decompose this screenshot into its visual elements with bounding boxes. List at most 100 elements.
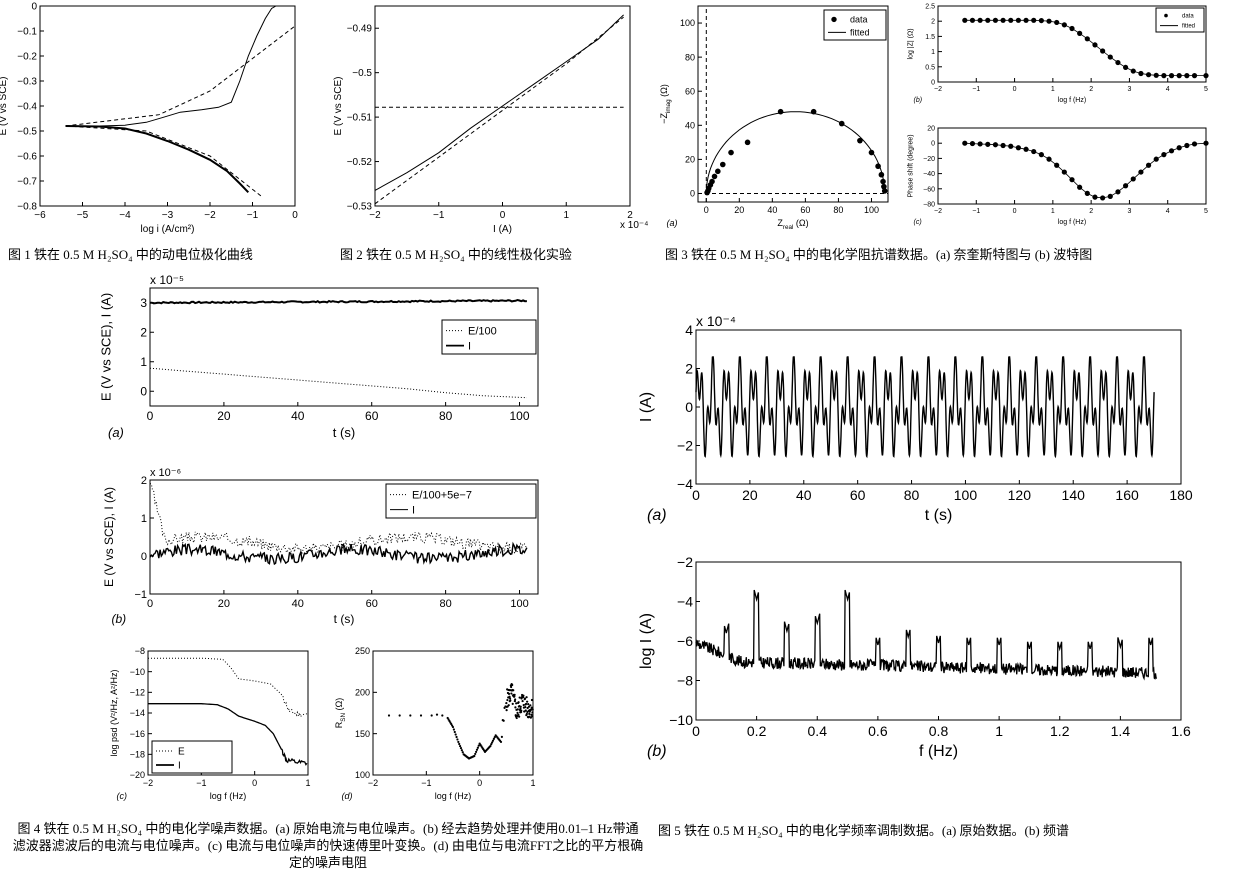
plot-frame bbox=[937, 127, 1207, 205]
legend-marker bbox=[1164, 13, 1168, 18]
data-point bbox=[1023, 17, 1029, 23]
data-point bbox=[1203, 140, 1209, 146]
data-point bbox=[1161, 73, 1167, 79]
legend-label: data bbox=[850, 15, 868, 25]
data-point bbox=[475, 750, 478, 753]
y-tick-label: −20 bbox=[923, 156, 935, 163]
x-tick-label: −2 bbox=[934, 208, 942, 215]
y-tick-label: −16 bbox=[130, 729, 145, 739]
y-tick-label: −8 bbox=[677, 672, 693, 688]
x-tick-label: 1 bbox=[530, 778, 535, 788]
x-tick-label: 0.6 bbox=[868, 723, 888, 739]
x-tick-label: 1 bbox=[1051, 86, 1055, 93]
x-tick-label: 4 bbox=[1166, 86, 1170, 93]
data-point bbox=[521, 699, 524, 703]
data-point bbox=[474, 752, 477, 756]
figure-3c: −2 −1 0 1 2 3 4 5 20 0 −20 −40 −60 −80 log f (Hz) Phase… bbox=[900, 120, 1220, 240]
data-point bbox=[529, 704, 532, 707]
series-line bbox=[695, 356, 1155, 459]
data-point bbox=[476, 746, 479, 749]
data-point bbox=[477, 744, 480, 747]
x-tick-label: 0 bbox=[252, 778, 257, 788]
data-point bbox=[505, 708, 508, 712]
x-tick-label: 80 bbox=[904, 487, 920, 503]
data-point bbox=[510, 685, 513, 689]
data-point bbox=[1046, 156, 1052, 162]
x-tick-label: 5 bbox=[1204, 86, 1208, 93]
y-tick-label: 0 bbox=[31, 2, 37, 13]
x-tick-label: 1 bbox=[563, 210, 569, 221]
data-point bbox=[1115, 59, 1121, 66]
x-tick-label: −2 bbox=[204, 210, 216, 221]
panel-label: (c) bbox=[117, 791, 128, 801]
data-point bbox=[515, 702, 518, 705]
x-axis-label: t (s) bbox=[925, 507, 953, 524]
x-tick-label: −4 bbox=[119, 210, 131, 221]
data-point bbox=[1168, 148, 1175, 154]
data-point bbox=[1015, 145, 1021, 151]
x-tick-label: 40 bbox=[796, 487, 812, 503]
x-tick-label: 100 bbox=[864, 205, 879, 215]
chart-fig4a: 0 20 40 60 80 100 0 1 2 3 t (s) E (V vs SCE), I (A)… bbox=[98, 273, 539, 440]
x-tick-label: 5 bbox=[1204, 208, 1208, 215]
data-point bbox=[1038, 17, 1044, 24]
x-tick-label: −1 bbox=[433, 210, 445, 221]
y-tick-label: −4 bbox=[677, 593, 693, 609]
data-point bbox=[523, 697, 527, 700]
data-point bbox=[508, 697, 512, 700]
figure-2: −2 −1 0 1 2 −0.49 −0.5 −0.51 −0.52 −0.53 I (A) E (V… bbox=[320, 0, 648, 235]
axis-exponent: x 10⁻⁴ bbox=[620, 220, 648, 231]
x-tick-label: −2 bbox=[368, 778, 378, 788]
x-tick-label: −2 bbox=[143, 778, 153, 788]
data-point bbox=[513, 693, 516, 696]
data-point bbox=[1084, 36, 1090, 42]
legend-label: I bbox=[178, 761, 181, 772]
data-point bbox=[715, 168, 721, 175]
x-tick-label: 2 bbox=[1089, 208, 1093, 215]
y-tick-label: 1 bbox=[141, 513, 147, 525]
data-point bbox=[881, 188, 888, 194]
y-tick-label: 0 bbox=[931, 79, 935, 86]
y-tick-label: −0.3 bbox=[17, 77, 37, 88]
x-axis-label: log f (Hz) bbox=[210, 791, 247, 801]
data-point bbox=[458, 742, 461, 746]
legend-label: I bbox=[412, 504, 415, 516]
data-point bbox=[1054, 19, 1060, 26]
chart-fig3a: 0 20 40 60 80 100 0 20 40 60 80 100 Zreal (Ω) −Zimag … bbox=[659, 5, 889, 231]
data-point bbox=[1046, 18, 1052, 24]
x-tick-label: 80 bbox=[439, 598, 451, 610]
figure-3b: −2 −1 0 1 2 3 4 5 0 0.5 1 1.5 2 2.5 log f (Hz) log |Z| … bbox=[900, 0, 1220, 120]
data-point bbox=[878, 171, 885, 178]
data-point bbox=[1054, 162, 1060, 168]
data-point bbox=[516, 711, 519, 714]
legend-label: fitted bbox=[1182, 24, 1195, 30]
y-tick-label: 1 bbox=[140, 355, 147, 369]
data-point bbox=[1023, 146, 1029, 152]
data-point bbox=[810, 108, 817, 115]
data-point bbox=[456, 738, 459, 741]
data-point bbox=[505, 701, 508, 705]
x-tick-label: 160 bbox=[1115, 487, 1139, 503]
y-tick-label: 100 bbox=[680, 18, 695, 28]
data-point bbox=[457, 740, 460, 744]
y-tick-label: −0.51 bbox=[347, 113, 373, 124]
x-tick-label: −1 bbox=[247, 210, 259, 221]
legend-label: data bbox=[1182, 14, 1194, 20]
y-axis-label: Phase shift (degree) bbox=[907, 134, 914, 197]
data-point bbox=[838, 120, 845, 127]
series-line bbox=[65, 125, 262, 197]
x-tick-label: 0 bbox=[692, 723, 700, 739]
x-tick-label: 140 bbox=[1062, 487, 1086, 503]
panel-label: (a) bbox=[667, 218, 678, 228]
legend-label: E/100+5e−7 bbox=[412, 489, 472, 501]
y-tick-label: −0.52 bbox=[347, 157, 373, 168]
series-line-i bbox=[149, 541, 528, 566]
x-tick-label: 0 bbox=[477, 778, 482, 788]
x-tick-label: −2 bbox=[934, 86, 942, 93]
data-point bbox=[992, 142, 999, 148]
figure-4b: 0 20 40 60 80 100 −1 0 1 2 t (s) E (V vs SCE), I (A… bbox=[100, 458, 540, 633]
x-tick-label: 0 bbox=[292, 210, 298, 221]
x-tick-label: 2 bbox=[1089, 86, 1093, 93]
data-point bbox=[492, 737, 495, 741]
